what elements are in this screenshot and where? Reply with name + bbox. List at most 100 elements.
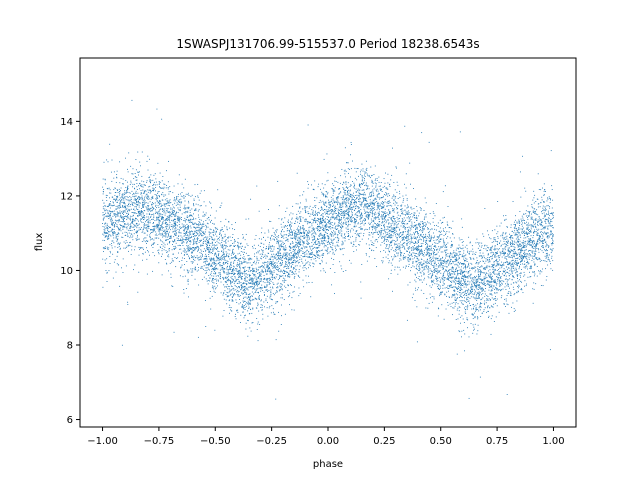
scatter-point <box>224 256 226 258</box>
scatter-point <box>158 211 160 213</box>
scatter-point <box>352 245 354 247</box>
scatter-point <box>323 219 324 221</box>
scatter-point <box>541 238 543 239</box>
scatter-point <box>429 229 431 231</box>
scatter-point <box>467 276 468 277</box>
scatter-point <box>204 233 206 235</box>
scatter-point <box>495 296 496 298</box>
scatter-point <box>350 196 352 198</box>
scatter-point <box>280 258 282 260</box>
scatter-point <box>351 228 353 230</box>
scatter-point <box>120 225 121 226</box>
scatter-point <box>521 254 523 256</box>
scatter-point <box>122 178 124 180</box>
scatter-point <box>427 231 429 233</box>
scatter-point <box>389 211 390 213</box>
scatter-point <box>279 257 281 259</box>
scatter-point <box>373 203 375 205</box>
scatter-point <box>138 204 140 206</box>
scatter-point <box>552 217 554 219</box>
scatter-point <box>370 191 372 193</box>
scatter-point <box>155 187 157 188</box>
scatter-point <box>250 277 252 279</box>
scatter-point <box>405 187 407 189</box>
scatter-point <box>358 191 360 193</box>
scatter-point <box>325 226 327 228</box>
scatter-point <box>175 224 177 226</box>
scatter-point <box>384 198 386 200</box>
scatter-point <box>320 234 322 236</box>
scatter-point <box>475 297 477 299</box>
scatter-point <box>286 257 288 259</box>
scatter-point <box>191 215 193 217</box>
scatter-point <box>382 220 384 222</box>
scatter-point <box>532 226 534 228</box>
scatter-point <box>527 215 529 217</box>
scatter-point <box>332 253 334 255</box>
scatter-point <box>418 267 420 269</box>
scatter-point <box>396 191 398 193</box>
scatter-point <box>340 226 342 228</box>
scatter-point <box>191 221 193 223</box>
scatter-point <box>344 233 346 235</box>
scatter-point <box>213 244 215 246</box>
scatter-point <box>272 274 273 276</box>
scatter-point <box>289 224 290 226</box>
scatter-point <box>181 242 183 244</box>
scatter-point <box>442 275 444 277</box>
scatter-point <box>428 234 430 236</box>
scatter-point <box>218 239 220 241</box>
scatter-point <box>172 286 174 287</box>
scatter-point <box>490 281 492 283</box>
scatter-point <box>534 208 536 210</box>
scatter-point <box>406 211 408 213</box>
scatter-point <box>510 267 512 269</box>
scatter-point <box>547 210 549 212</box>
scatter-point <box>196 255 198 257</box>
scatter-point <box>482 261 484 262</box>
scatter-point <box>332 205 334 207</box>
scatter-point <box>126 245 128 247</box>
scatter-point <box>138 215 140 217</box>
scatter-point <box>343 202 345 204</box>
scatter-point <box>518 285 520 287</box>
scatter-point <box>409 230 411 232</box>
scatter-point <box>527 224 529 226</box>
scatter-point <box>396 239 398 241</box>
scatter-point <box>394 201 396 203</box>
scatter-point <box>463 272 464 273</box>
scatter-point <box>424 249 425 251</box>
scatter-point <box>441 292 443 294</box>
scatter-point <box>309 248 311 250</box>
scatter-point <box>296 255 298 257</box>
scatter-point <box>298 238 300 240</box>
scatter-point <box>147 230 149 232</box>
scatter-point <box>377 202 379 204</box>
scatter-point <box>253 299 255 301</box>
scatter-point <box>547 232 549 234</box>
scatter-point <box>257 305 259 307</box>
scatter-point <box>420 251 422 252</box>
scatter-point <box>197 226 199 228</box>
scatter-point <box>493 263 495 265</box>
scatter-point <box>399 246 401 248</box>
scatter-point <box>464 263 466 265</box>
scatter-point <box>267 229 269 231</box>
scatter-point <box>421 245 423 247</box>
scatter-point <box>287 274 289 276</box>
scatter-point <box>319 223 320 225</box>
scatter-point <box>534 252 536 254</box>
scatter-point <box>530 255 532 257</box>
scatter-point <box>127 212 129 214</box>
scatter-point <box>393 182 395 183</box>
scatter-point <box>189 243 191 245</box>
scatter-point <box>483 283 485 285</box>
scatter-point <box>534 271 535 273</box>
scatter-point <box>447 287 449 289</box>
scatter-point <box>531 204 533 206</box>
scatter-point <box>161 204 163 206</box>
scatter-point <box>385 192 387 193</box>
scatter-point <box>387 220 389 222</box>
scatter-point <box>420 272 422 274</box>
scatter-point <box>267 252 269 254</box>
